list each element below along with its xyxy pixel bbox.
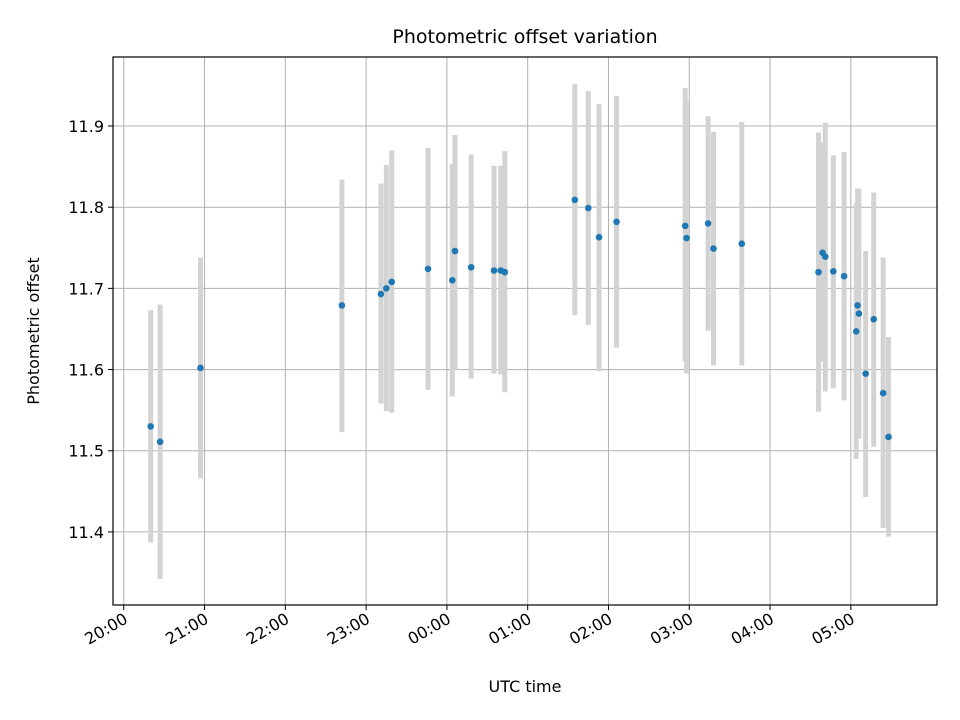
y-tick-label: 11.6 — [68, 361, 104, 380]
plot-frame — [112, 56, 938, 606]
data-point — [448, 276, 456, 284]
y-tick-label: 11.7 — [68, 279, 104, 298]
data-point — [467, 263, 475, 271]
data-point — [571, 196, 579, 204]
data-point — [681, 222, 689, 230]
data-point — [156, 438, 164, 446]
y-axis-ticks: 11.4 11.5 11.6 11.7 11.8 11.9 — [68, 117, 113, 542]
data-point — [613, 218, 620, 226]
x-axis-label: UTC time — [489, 677, 562, 696]
data-point — [854, 302, 861, 309]
data-point — [683, 234, 690, 242]
data-point — [885, 433, 892, 441]
data-points — [147, 196, 892, 446]
y-tick-label: 11.8 — [68, 198, 104, 217]
y-axis-label: Photometric offset — [24, 257, 43, 405]
data-point — [879, 389, 887, 397]
y-tick-label: 11.4 — [68, 523, 104, 542]
data-point — [388, 278, 396, 286]
data-point — [862, 370, 869, 377]
grid — [113, 57, 937, 605]
data-point — [584, 204, 592, 212]
data-point — [501, 268, 509, 276]
data-point — [704, 220, 712, 227]
data-point — [710, 245, 717, 252]
data-point — [377, 290, 385, 298]
data-point — [490, 267, 498, 274]
data-point — [383, 285, 390, 292]
data-point — [840, 272, 848, 280]
data-point — [451, 247, 459, 255]
data-point — [595, 233, 603, 241]
chart-title: Photometric offset variation — [392, 26, 657, 48]
plot-area — [113, 57, 937, 605]
data-point — [197, 364, 204, 372]
data-point — [830, 268, 837, 275]
data-point — [338, 302, 346, 309]
data-point — [424, 265, 432, 273]
y-tick-label: 11.9 — [68, 117, 104, 136]
data-point — [870, 315, 878, 323]
data-point — [815, 268, 822, 276]
y-tick-label: 11.5 — [68, 442, 104, 461]
data-point — [852, 328, 860, 335]
data-point — [738, 240, 746, 248]
data-point — [855, 310, 863, 317]
data-point — [147, 423, 154, 430]
data-point — [821, 253, 829, 261]
